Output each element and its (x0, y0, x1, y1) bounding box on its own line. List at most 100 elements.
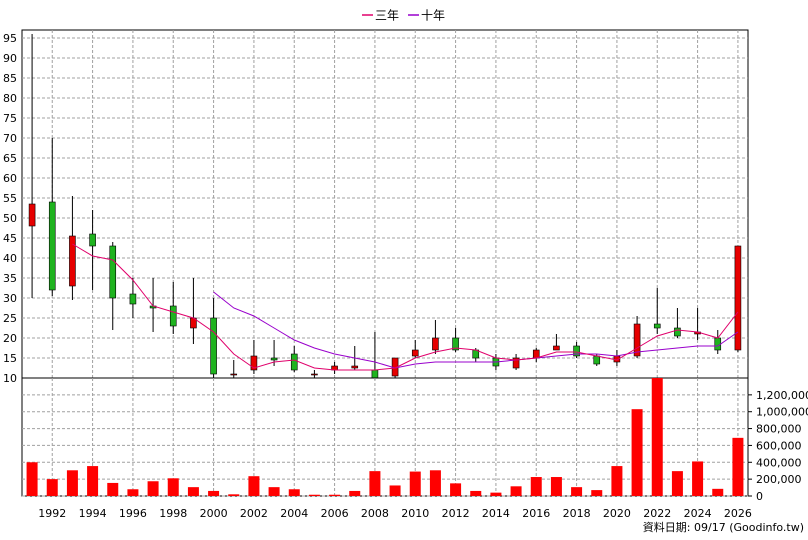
year-tick-label: 1998 (159, 507, 187, 520)
price-tick-label: 60 (3, 172, 17, 185)
candle-body (532, 349, 540, 359)
price-tick-label: 10 (3, 372, 17, 385)
candle-body (674, 327, 681, 337)
price-tick-label: 20 (3, 332, 17, 345)
volume-bar (288, 489, 300, 496)
volume-bar (248, 476, 260, 496)
volume-bar (550, 477, 562, 496)
volume-bar (409, 471, 421, 496)
candle-body (290, 353, 298, 371)
volume-bar (167, 478, 179, 496)
volume-bar (349, 490, 361, 496)
year-tick-label: 2020 (603, 507, 631, 520)
three-year-average-line (72, 243, 739, 371)
volume-bar (369, 471, 381, 496)
volume-tick-label: 400,000 (756, 456, 802, 469)
price-tick-label: 15 (3, 352, 17, 365)
candle-body (553, 345, 560, 351)
candle-body (28, 203, 36, 227)
price-tick-label: 90 (3, 52, 17, 65)
volume-bar (127, 489, 139, 496)
volume-bar (631, 409, 643, 496)
candle-body (432, 337, 439, 351)
volume-bar (26, 462, 38, 496)
price-tick-label: 95 (3, 32, 17, 45)
volume-tick-label: 1,000,000 (756, 406, 808, 419)
candle-body (573, 345, 580, 357)
volume-bar (228, 494, 240, 496)
legend-ma3-label: 三年 (375, 9, 399, 23)
volume-bar (66, 470, 78, 496)
legend: 三年 十年 (362, 9, 445, 23)
price-tick-label: 55 (3, 192, 17, 205)
volume-bar (87, 466, 99, 496)
volume-bar (571, 487, 583, 496)
volume-tick-label: 1,200,000 (756, 389, 808, 402)
year-tick-label: 2022 (643, 507, 671, 520)
volume-bar (308, 494, 320, 496)
x-axis: 1992 1994 1996 1998 2000 2002 2004 2006 2008 2010… (38, 507, 752, 520)
volume-bar (611, 466, 623, 496)
volume-tick-label: 200,000 (756, 473, 802, 486)
price-tick-label: 25 (3, 312, 17, 325)
candle-body (633, 323, 641, 357)
year-tick-label: 1994 (79, 507, 107, 520)
volume-bar (208, 490, 220, 496)
candle-body (69, 235, 76, 287)
candle-body (270, 357, 278, 361)
candlestick-series (28, 34, 742, 380)
year-tick-label: 2024 (684, 507, 712, 520)
candle-body (230, 373, 238, 376)
year-tick-label: 2000 (200, 507, 228, 520)
candle-body (48, 201, 56, 291)
year-tick-label: 1996 (119, 507, 147, 520)
volume-tick-label: 0 (756, 490, 763, 503)
volume-bar (187, 487, 199, 496)
ten-year-average-line (213, 291, 739, 369)
price-tick-label: 35 (3, 272, 17, 285)
candle-body (351, 365, 359, 369)
year-tick-label: 2014 (482, 507, 510, 520)
candle-body (109, 245, 117, 299)
candle-body (411, 349, 419, 357)
price-tick-label: 40 (3, 252, 17, 265)
volume-bar (470, 490, 482, 496)
candle-body (89, 233, 96, 247)
volume-bar (732, 437, 744, 496)
volume-tick-label: 600,000 (756, 439, 802, 452)
volume-bar (692, 461, 704, 496)
candle-body (129, 293, 137, 305)
year-tick-label: 2016 (522, 507, 550, 520)
volume-tick-label: 800,000 (756, 423, 802, 436)
year-tick-label: 2008 (361, 507, 389, 520)
year-tick-label: 2002 (240, 507, 268, 520)
candle-body (371, 369, 379, 379)
candle-body (169, 305, 177, 327)
year-tick-label: 2004 (280, 507, 308, 520)
volume-bar (530, 477, 542, 496)
candle-body (653, 323, 661, 329)
volume-bar (268, 487, 280, 496)
candle-body (734, 245, 742, 351)
volume-bar (671, 471, 683, 496)
volume-bar (329, 494, 341, 496)
volume-bar (389, 485, 401, 496)
volume-bar (591, 490, 603, 496)
year-tick-label: 2010 (401, 507, 429, 520)
volume-grid (22, 378, 748, 497)
volume-bar (490, 492, 502, 496)
volume-bar (450, 483, 462, 496)
year-tick-label: 1992 (38, 507, 66, 520)
year-tick-label: 2012 (442, 507, 470, 520)
price-tick-label: 85 (3, 72, 17, 85)
price-tick-label: 75 (3, 112, 17, 125)
price-tick-label: 30 (3, 292, 17, 305)
volume-bar (510, 486, 522, 496)
volume-bar (651, 378, 663, 496)
volume-bar (107, 482, 119, 496)
price-tick-label: 70 (3, 132, 17, 145)
year-tick-label: 2006 (321, 507, 349, 520)
volume-y-axis: 0 200,000 400,000 600,000 800,000 1,000,000 1,… (748, 389, 808, 503)
candle-body (210, 317, 217, 375)
